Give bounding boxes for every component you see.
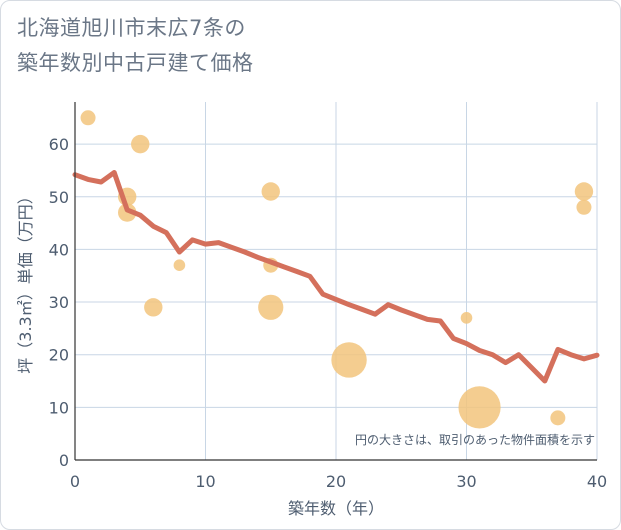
chart-title-line-2: 築年数別中古戸建て価格 xyxy=(17,51,254,75)
bubble-point xyxy=(550,410,566,426)
x-axis-label: 築年数（年） xyxy=(288,499,384,518)
average-price-polyline xyxy=(72,170,600,384)
y-tick-label: 10 xyxy=(49,398,69,417)
bubble-point xyxy=(574,182,594,201)
bubble-point xyxy=(576,199,592,215)
y-tick-label: 0 xyxy=(59,451,69,470)
bubble-point xyxy=(173,259,186,272)
x-tick-label: 40 xyxy=(587,472,607,491)
bubble-point xyxy=(458,386,501,429)
y-tick-label: 20 xyxy=(49,346,69,365)
axes xyxy=(74,102,597,461)
chart-title-line-1: 北海道旭川市末広7条の xyxy=(17,16,246,40)
y-tick-label: 60 xyxy=(49,135,69,154)
bubble-point xyxy=(144,298,163,317)
y-tick-label: 30 xyxy=(49,293,69,312)
y-tick-label: 40 xyxy=(49,240,69,259)
bubble-point xyxy=(460,312,473,324)
bubble-point xyxy=(331,342,367,378)
bubble-point xyxy=(131,134,150,154)
x-tick-label: 30 xyxy=(456,472,476,491)
bubble-size-note: 円の大きさは、取引のあった物件面積を示す xyxy=(355,432,595,447)
y-tick-label: 50 xyxy=(49,188,69,207)
bubble-point xyxy=(261,182,280,201)
tick-labels: 0 10 20 30 40 0 10 20 30 40 50 60 xyxy=(49,135,608,491)
bubble-series xyxy=(80,110,594,429)
bubble-point xyxy=(80,110,96,126)
x-tick-label: 10 xyxy=(195,472,215,491)
chart-title: 北海道旭川市末広7条の 築年数別中古戸建て価格 xyxy=(17,11,254,81)
x-tick-label: 20 xyxy=(326,472,346,491)
grid-lines xyxy=(74,102,598,461)
bubble-point xyxy=(258,294,284,320)
x-tick-label: 0 xyxy=(70,472,80,491)
y-axis-label: 坪（3.3㎡）単価（万円） xyxy=(16,188,35,373)
average-price-line xyxy=(72,170,600,384)
